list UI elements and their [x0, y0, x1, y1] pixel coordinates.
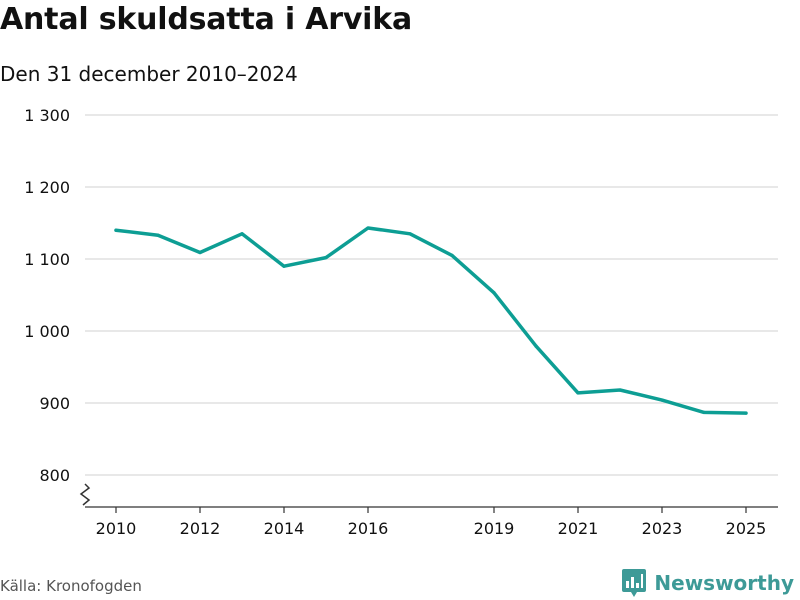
data-point: [114, 228, 118, 232]
y-gridlines: [85, 114, 778, 476]
chart-title: Antal skuldsatta i Arvika: [0, 2, 413, 37]
data-series: [114, 226, 748, 415]
data-point: [576, 391, 580, 395]
data-point: [408, 232, 412, 236]
chart-subtitle: Den 31 december 2010–2024: [0, 62, 298, 86]
data-point: [324, 255, 328, 260]
y-tick-label: 1 200: [24, 178, 70, 197]
data-point: [240, 232, 244, 236]
x-tick-label: 2021: [558, 519, 599, 538]
data-point: [702, 410, 706, 414]
data-point: [618, 388, 622, 392]
data-point: [282, 264, 286, 268]
x-tick-label: 2016: [348, 519, 389, 538]
y-tick-label: 1 000: [24, 322, 70, 341]
x-tick-label: 2012: [180, 519, 221, 538]
x-tick-label: 2025: [726, 519, 767, 538]
x-tick-label: 2014: [264, 519, 305, 538]
axis-break-zigzag: [79, 483, 91, 506]
y-tick-labels: 800 900 1 000 1 100 1 200 1 300: [24, 106, 70, 485]
brand-name: Newsworthy: [654, 571, 794, 595]
x-tick-label: 2010: [96, 519, 137, 538]
y-tick-label: 1 300: [24, 106, 70, 125]
data-point: [660, 398, 664, 402]
x-tick-label: 2023: [642, 519, 683, 538]
y-tick-label: 900: [39, 394, 70, 413]
axis-break-marker: [79, 483, 91, 506]
data-point: [744, 411, 748, 415]
source-note: Källa: Kronofogden: [0, 577, 142, 595]
x-axis: 2010 2012 2014 2016 2019 2021 2023 2025: [85, 506, 778, 538]
series-line: [114, 226, 748, 415]
brand-logo: Newsworthy: [621, 568, 794, 598]
data-point: [366, 226, 370, 230]
data-point: [534, 344, 538, 348]
y-tick-label: 1 100: [24, 250, 70, 269]
y-tick-label: 800: [39, 466, 70, 485]
data-point: [198, 250, 202, 255]
data-point: [450, 253, 454, 257]
bar-chart-logo-icon: [622, 569, 647, 597]
data-point: [156, 233, 160, 237]
data-point: [492, 291, 496, 295]
x-tick-label: 2019: [474, 519, 515, 538]
